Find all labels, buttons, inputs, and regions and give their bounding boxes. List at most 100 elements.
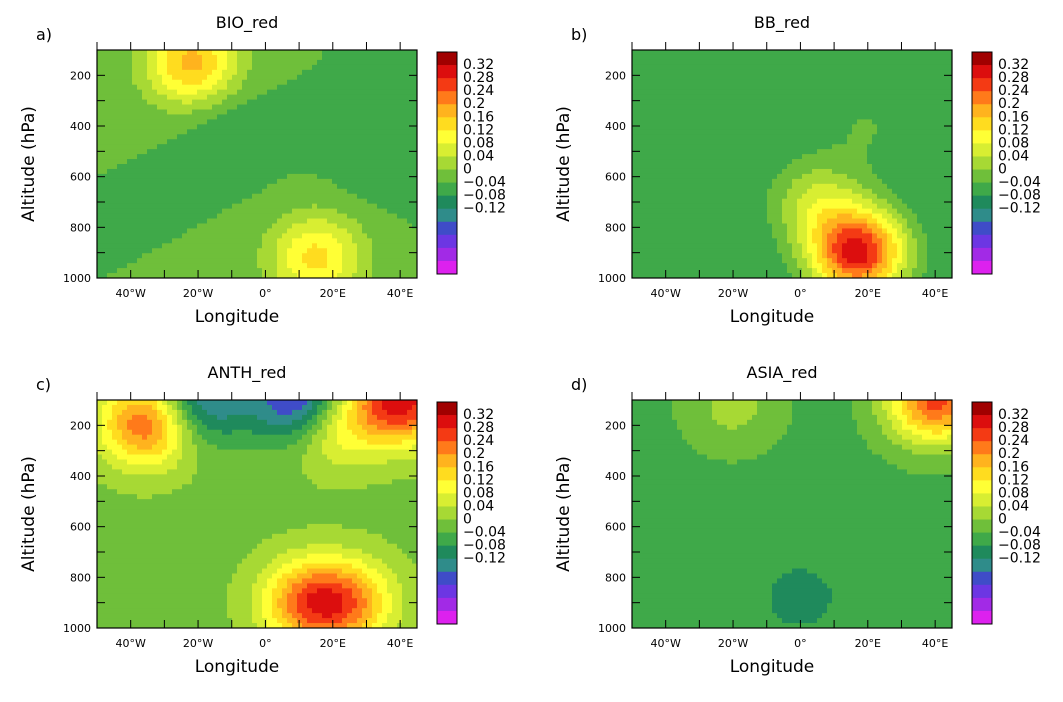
heatmap-cell xyxy=(137,228,143,234)
heatmap-cell xyxy=(307,199,313,205)
heatmap-cell xyxy=(217,228,223,234)
heatmap-cell xyxy=(662,124,668,130)
heatmap-cell xyxy=(282,105,288,111)
heatmap-cell xyxy=(192,194,198,200)
heatmap-cell xyxy=(822,134,828,140)
heatmap-cell xyxy=(397,199,403,205)
heatmap-cell xyxy=(267,144,273,150)
heatmap-cell xyxy=(742,194,748,200)
heatmap-cell xyxy=(232,154,238,160)
heatmap-cell xyxy=(277,258,283,264)
heatmap-cell xyxy=(107,114,113,120)
heatmap-cell xyxy=(312,179,318,185)
heatmap-cell xyxy=(272,189,278,195)
heatmap-cell xyxy=(202,95,208,101)
chart-title: BIO_red xyxy=(216,13,279,33)
heatmap-cell xyxy=(367,144,373,150)
heatmap-cell xyxy=(662,189,668,195)
heatmap-cell xyxy=(802,238,808,244)
heatmap-cell xyxy=(212,199,218,205)
heatmap-cell xyxy=(372,134,378,140)
heatmap-cell xyxy=(192,50,198,56)
heatmap-cell xyxy=(752,144,758,150)
heatmap-cell xyxy=(332,253,338,259)
heatmap-cell xyxy=(297,149,303,155)
heatmap-cell xyxy=(207,248,213,254)
heatmap-cell xyxy=(137,159,143,165)
colorbar-box xyxy=(437,130,457,143)
heatmap-cell xyxy=(372,50,378,56)
heatmap-cell xyxy=(337,60,343,66)
heatmap-cell xyxy=(242,95,248,101)
heatmap-cell xyxy=(367,105,373,111)
heatmap-cell xyxy=(742,154,748,160)
heatmap-cell xyxy=(367,70,373,76)
heatmap-cell xyxy=(682,189,688,195)
heatmap-cell xyxy=(142,134,148,140)
heatmap-cell xyxy=(212,50,218,56)
heatmap-cell xyxy=(762,85,768,91)
heatmap-cell xyxy=(832,174,838,180)
heatmap-cell xyxy=(342,199,348,205)
heatmap-cell xyxy=(782,114,788,120)
heatmap-cell xyxy=(672,60,678,66)
heatmap-cell xyxy=(122,129,128,135)
heatmap-cell xyxy=(642,144,648,150)
heatmap-cell xyxy=(157,209,163,215)
heatmap-cell xyxy=(797,174,803,180)
heatmap-cell xyxy=(762,199,768,205)
heatmap-cell xyxy=(782,263,788,269)
heatmap-cell xyxy=(677,268,683,274)
heatmap-cell xyxy=(797,114,803,120)
heatmap-cell xyxy=(672,204,678,210)
heatmap-cell xyxy=(197,248,203,254)
heatmap-cell xyxy=(242,159,248,165)
heatmap-cell xyxy=(372,105,378,111)
heatmap-cell xyxy=(767,144,773,150)
heatmap-cell xyxy=(302,129,308,135)
heatmap-cell xyxy=(752,184,758,190)
heatmap-cell xyxy=(182,114,188,120)
heatmap-cell xyxy=(827,50,833,56)
heatmap-cell xyxy=(657,219,663,225)
heatmap-cell xyxy=(287,60,293,66)
heatmap-cell xyxy=(267,204,273,210)
heatmap-cell xyxy=(352,228,358,234)
heatmap-cell xyxy=(267,179,273,185)
heatmap-cell xyxy=(817,149,823,155)
heatmap-cell xyxy=(722,263,728,269)
heatmap-cell xyxy=(782,90,788,96)
heatmap-cell xyxy=(777,105,783,111)
heatmap-cell xyxy=(322,109,328,115)
heatmap-cell xyxy=(732,80,738,86)
heatmap-cell xyxy=(242,179,248,185)
heatmap-cell xyxy=(242,129,248,135)
heatmap-cell xyxy=(727,243,733,249)
heatmap-cell xyxy=(337,179,343,185)
heatmap-cell xyxy=(272,194,278,200)
heatmap-cell xyxy=(97,214,103,220)
heatmap-cell xyxy=(632,199,638,205)
heatmap-cell xyxy=(657,253,663,259)
heatmap-cell xyxy=(152,139,158,145)
heatmap-cell xyxy=(252,124,258,130)
heatmap-cell xyxy=(737,149,743,155)
heatmap-cell xyxy=(232,50,238,56)
heatmap-cell xyxy=(127,164,133,170)
heatmap-cell xyxy=(147,238,153,244)
heatmap-cell xyxy=(657,233,663,239)
heatmap-cell xyxy=(732,219,738,225)
heatmap-cell xyxy=(107,243,113,249)
heatmap-cell xyxy=(807,159,813,165)
heatmap-cell xyxy=(367,164,373,170)
heatmap-cell xyxy=(122,100,128,106)
colorbar-box xyxy=(437,170,457,183)
heatmap-cell xyxy=(787,228,793,234)
heatmap-cell xyxy=(807,199,813,205)
heatmap-cell xyxy=(307,248,313,254)
heatmap-cell xyxy=(737,109,743,115)
heatmap-cell xyxy=(137,268,143,274)
heatmap-cell xyxy=(352,144,358,150)
heatmap-cell xyxy=(642,124,648,130)
heatmap-cell xyxy=(242,209,248,215)
